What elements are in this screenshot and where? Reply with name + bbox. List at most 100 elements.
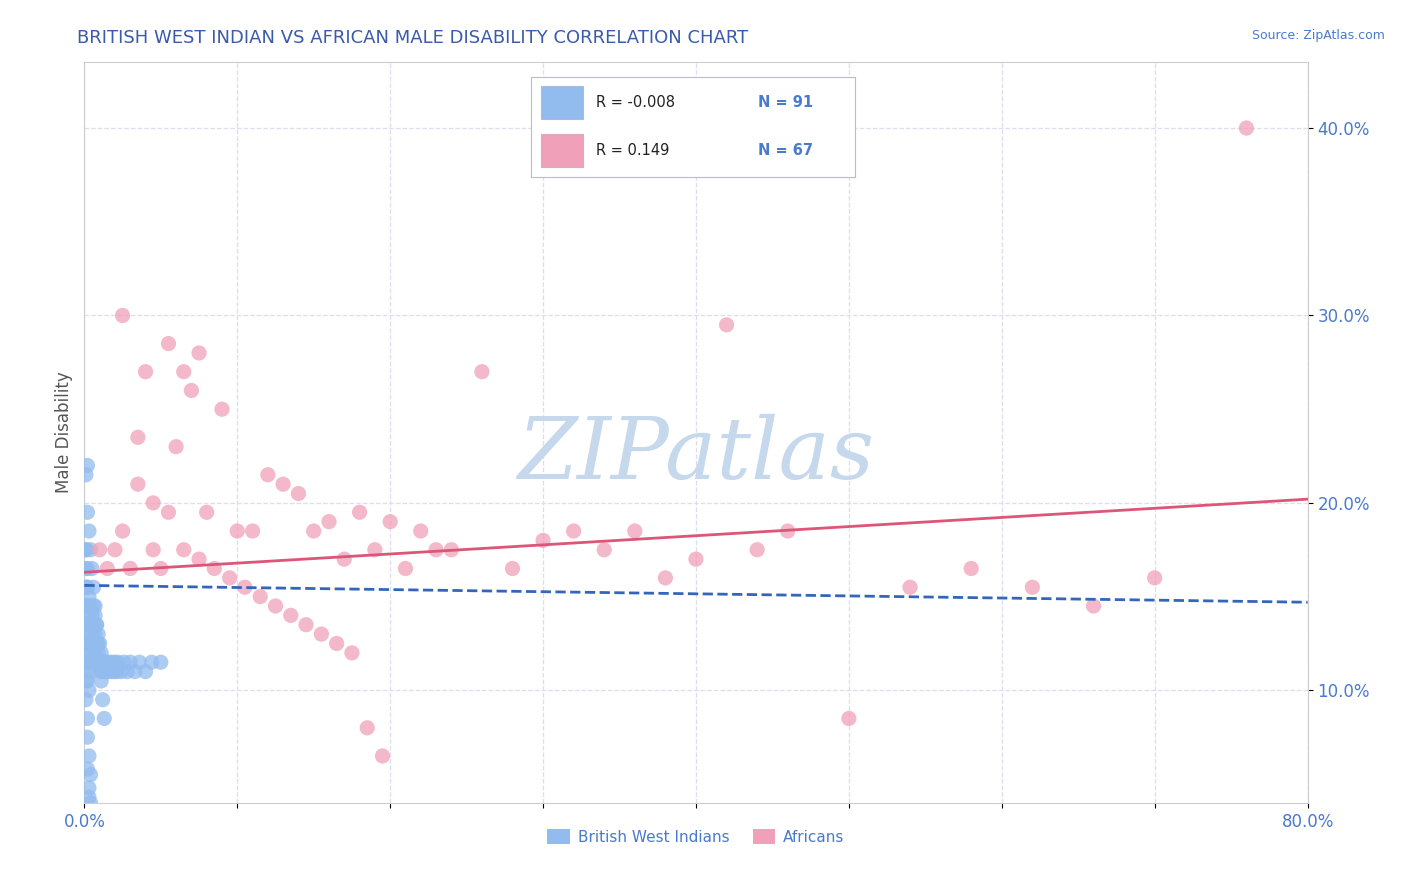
Point	[349, 505, 371, 519]
Point	[302, 524, 325, 538]
Point	[135, 665, 157, 679]
Point	[83, 599, 105, 613]
Point	[394, 561, 416, 575]
Point	[93, 665, 115, 679]
Point	[83, 617, 105, 632]
Point	[188, 552, 211, 566]
Point	[77, 627, 100, 641]
Point	[75, 599, 97, 613]
Point	[76, 617, 98, 632]
Point	[562, 524, 585, 538]
Point	[77, 608, 100, 623]
Point	[76, 580, 98, 594]
Point	[77, 748, 100, 763]
Legend: British West Indians, Africans: British West Indians, Africans	[541, 822, 851, 851]
Point	[75, 580, 97, 594]
Point	[356, 721, 378, 735]
Point	[84, 646, 107, 660]
Point	[89, 636, 111, 650]
Point	[75, 542, 97, 557]
Point	[233, 580, 256, 594]
Point	[77, 599, 100, 613]
Point	[960, 561, 983, 575]
Text: BRITISH WEST INDIAN VS AFRICAN MALE DISABILITY CORRELATION CHART: BRITISH WEST INDIAN VS AFRICAN MALE DISA…	[77, 29, 748, 47]
Point	[77, 590, 100, 604]
Point	[75, 542, 97, 557]
Point	[79, 655, 101, 669]
Point	[87, 646, 110, 660]
Point	[76, 762, 98, 776]
Point	[142, 542, 165, 557]
Point	[157, 505, 180, 519]
Point	[1143, 571, 1166, 585]
Point	[287, 486, 309, 500]
Point	[340, 646, 363, 660]
Point	[280, 608, 302, 623]
Point	[226, 524, 249, 538]
Point	[747, 542, 769, 557]
Point	[135, 365, 157, 379]
Point	[98, 665, 121, 679]
Point	[318, 515, 340, 529]
Point	[77, 524, 100, 538]
Point	[1083, 599, 1105, 613]
Point	[77, 790, 100, 805]
Point	[104, 542, 127, 557]
Point	[87, 627, 110, 641]
Point	[77, 683, 100, 698]
Point	[84, 627, 107, 641]
Point	[249, 590, 271, 604]
Point	[149, 561, 172, 575]
Point	[716, 318, 738, 332]
Point	[380, 515, 402, 529]
Point	[157, 336, 180, 351]
Point	[97, 655, 120, 669]
Point	[76, 636, 98, 650]
Point	[79, 599, 101, 613]
Point	[141, 655, 163, 669]
Point	[79, 796, 101, 810]
Point	[80, 561, 103, 575]
Point	[107, 655, 129, 669]
Point	[471, 365, 494, 379]
Point	[124, 665, 146, 679]
Point	[77, 646, 100, 660]
Point	[111, 309, 134, 323]
Point	[80, 636, 103, 650]
Point	[75, 467, 97, 482]
Point	[94, 655, 117, 669]
Point	[120, 655, 142, 669]
Point	[91, 692, 114, 706]
Point	[173, 365, 195, 379]
Point	[76, 711, 98, 725]
Point	[112, 655, 135, 669]
Point	[242, 524, 264, 538]
Point	[440, 542, 463, 557]
Point	[115, 665, 138, 679]
Point	[90, 646, 112, 660]
Point	[165, 440, 187, 454]
Point	[104, 655, 127, 669]
Point	[76, 655, 98, 669]
Point	[211, 402, 233, 417]
Point	[83, 580, 105, 594]
Point	[202, 561, 225, 575]
Point	[75, 692, 97, 706]
Point	[86, 617, 108, 632]
Point	[188, 346, 211, 360]
Point	[76, 458, 98, 473]
Point	[111, 524, 134, 538]
Point	[87, 636, 110, 650]
Point	[76, 599, 98, 613]
Point	[325, 636, 347, 650]
Point	[77, 665, 100, 679]
Point	[898, 580, 921, 594]
Point	[80, 665, 103, 679]
Point	[90, 673, 112, 688]
Point	[776, 524, 799, 538]
Point	[502, 561, 524, 575]
Point	[364, 542, 387, 557]
Point	[96, 561, 118, 575]
Point	[180, 384, 202, 398]
Point	[195, 505, 218, 519]
